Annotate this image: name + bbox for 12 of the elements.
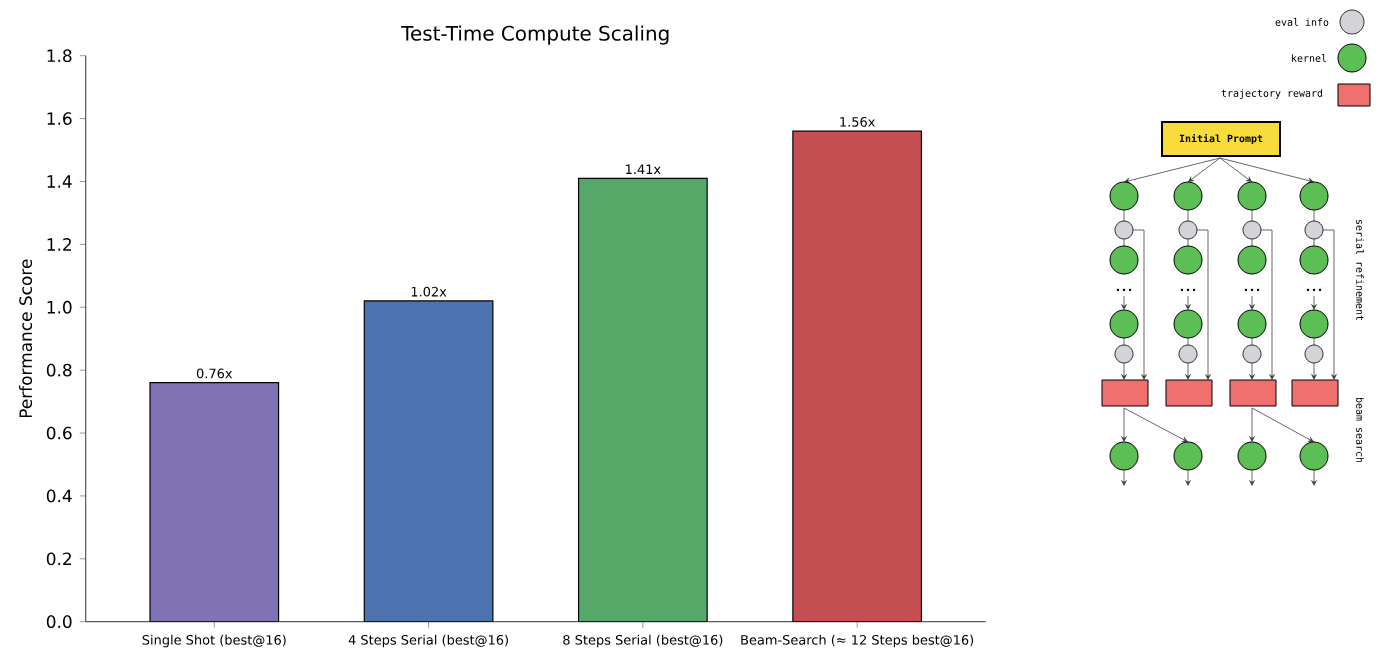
y-tick-label: 1.8 [47, 49, 72, 63]
y-tick-label: 0.0 [46, 615, 72, 629]
y-tick-label: 1.6 [47, 112, 72, 125]
y-axis-title: Performance Score [18, 259, 33, 418]
y-tick-label: 1.0 [47, 300, 72, 314]
y-tick-label: 0.6 [46, 426, 72, 440]
y-tick-label: 0.4 [46, 489, 72, 503]
y-tick-label: 1.4 [47, 175, 72, 188]
y-tick-label: 1.2 [47, 238, 71, 251]
y-tick-label: 0.2 [46, 552, 71, 566]
chart-title: Test-Time Compute Scaling [401, 25, 669, 45]
y-tick-label: 0.8 [46, 363, 72, 377]
